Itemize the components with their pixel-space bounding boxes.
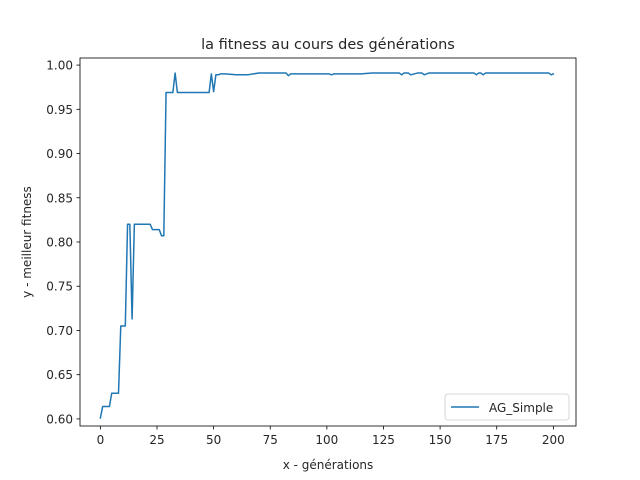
y-tick-label: 0.70	[46, 324, 73, 338]
x-tick-label: 100	[315, 433, 338, 447]
x-tick-label: 0	[97, 433, 105, 447]
legend: AG_Simple	[444, 393, 570, 421]
y-tick-label: 0.95	[46, 103, 73, 117]
x-axis-ticks: 0 25 50 75 100 125 150 175 200	[97, 426, 565, 447]
plot-area-frame	[79, 57, 577, 427]
x-tick-label: 175	[485, 433, 508, 447]
legend-box	[444, 393, 570, 421]
x-tick-label: 50	[206, 433, 221, 447]
x-tick-label: 125	[372, 433, 395, 447]
y-axis-ticks: 0.60 0.65 0.70 0.75 0.80 0.85 0.90 0.95 1.00	[46, 59, 80, 426]
series-layer	[99, 72, 555, 419]
x-axis-label: x - générations	[283, 458, 374, 472]
x-tick-label: 75	[263, 433, 278, 447]
y-tick-label: 0.90	[46, 147, 73, 161]
y-axis-label: y - meilleur fitness	[20, 186, 34, 298]
y-tick-label: 0.75	[46, 280, 73, 294]
y-tick-label: 0.60	[46, 412, 73, 426]
x-tick-label: 150	[429, 433, 452, 447]
x-tick-label: 200	[542, 433, 565, 447]
y-tick-label: 0.80	[46, 236, 73, 250]
chart-title: la fitness au cours des générations	[201, 37, 455, 53]
y-tick-label: 0.85	[46, 191, 73, 205]
legend-label-ag-simple: AG_Simple	[489, 401, 553, 415]
y-tick-label: 0.65	[46, 368, 73, 382]
x-tick-label: 25	[149, 433, 164, 447]
y-tick-label: 1.00	[46, 59, 73, 73]
series-line-ag-simple	[99, 72, 555, 419]
